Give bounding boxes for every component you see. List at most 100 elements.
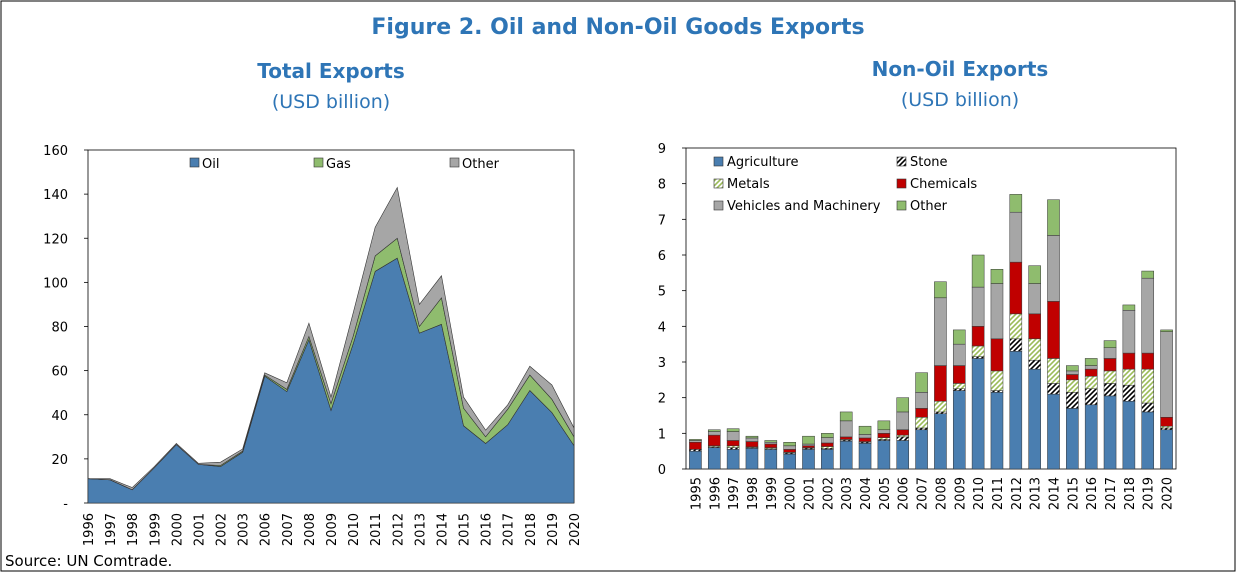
y-tick-label: 3: [658, 356, 666, 371]
x-tick-label: 2009: [953, 477, 968, 510]
legend-label: Gas: [326, 157, 351, 172]
bar-segment: [1009, 194, 1023, 213]
bar-segment: [1028, 368, 1041, 470]
x-tick-label: 2015: [458, 513, 473, 546]
x-tick-label: 2004: [859, 477, 874, 510]
x-tick-label: 2020: [568, 513, 583, 546]
bar-segment: [783, 445, 796, 450]
bar-segment: [858, 434, 872, 439]
x-tick-label: 1999: [765, 477, 780, 510]
legend-swatch: [896, 178, 907, 189]
x-tick-label: 1996: [82, 513, 97, 546]
x-tick-label: 2010: [972, 477, 987, 510]
bar-segment: [689, 450, 702, 470]
chart-subtitle: (USD billion): [901, 89, 1019, 111]
bar-segment: [858, 425, 872, 435]
bar-segment: [877, 437, 891, 440]
bar-segment: [1141, 352, 1155, 370]
bar-segment: [915, 429, 928, 470]
bar-segment: [1122, 368, 1136, 386]
bar-segment: [1009, 313, 1023, 340]
chart-subtitle: (USD billion): [272, 91, 390, 113]
legend-label: Chemicals: [910, 177, 977, 192]
bar-segment: [952, 343, 966, 366]
y-tick-label: 7: [658, 213, 666, 228]
bar-segment: [934, 281, 947, 299]
bar-segment: [1066, 379, 1079, 393]
bar-segment: [915, 372, 928, 393]
bar-segment: [764, 442, 778, 445]
bar-segment: [896, 440, 910, 470]
bar-segment: [1103, 347, 1117, 359]
x-tick-label: 2015: [1066, 477, 1081, 510]
x-tick-label: 2006: [259, 513, 274, 546]
area: [87, 186, 575, 491]
bar-segment: [971, 286, 985, 327]
bar-segment: [821, 449, 834, 470]
bar-segment: [1160, 427, 1173, 431]
bar-segment: [1160, 425, 1173, 429]
x-tick-label: 2001: [803, 477, 818, 510]
legend-swatch: [896, 156, 907, 167]
x-tick-label: 2011: [369, 513, 384, 546]
bar-segment: [858, 437, 872, 442]
bar-segment: [783, 449, 796, 453]
bar-segment: [877, 420, 891, 431]
bar-segment: [726, 428, 740, 432]
bar-segment: [896, 397, 910, 413]
x-tick-label: 1998: [126, 513, 141, 546]
bar-segment: [726, 449, 740, 470]
bar-segment: [1122, 400, 1136, 470]
bar-segment: [1084, 388, 1098, 406]
bar-segment: [952, 388, 966, 391]
x-tick-label: 2020: [1161, 477, 1176, 510]
x-tick-label: 1996: [708, 477, 723, 510]
legend-label: Oil: [202, 157, 219, 172]
bar-segment: [915, 408, 928, 418]
bar-segment: [1028, 359, 1041, 370]
bar-segment: [877, 440, 891, 470]
bar-segment: [783, 442, 796, 447]
bar-segment: [764, 440, 778, 443]
legend-label: Other: [910, 199, 948, 214]
bar-segment: [1084, 368, 1098, 377]
bar-segment: [802, 449, 815, 470]
legend-swatch: [449, 157, 460, 168]
y-tick-label: 140: [43, 188, 68, 203]
bar-segment: [1084, 358, 1098, 366]
bar-segment: [952, 390, 966, 470]
bar-segment: [858, 443, 872, 470]
x-tick-label: 2003: [237, 513, 252, 546]
bar-segment: [802, 435, 815, 445]
bar-segment: [1028, 283, 1041, 315]
x-tick-label: 2008: [934, 477, 949, 510]
legend-label: Agriculture: [727, 155, 799, 170]
y-tick-label: 20: [51, 453, 68, 468]
bar-segment: [971, 326, 985, 347]
bar-segment: [877, 433, 891, 438]
bar-segment: [1066, 374, 1079, 381]
bar-segment: [745, 441, 759, 448]
bar-segment: [839, 436, 853, 440]
bar-segment: [707, 447, 721, 470]
bar-segment: [707, 429, 721, 432]
x-tick-label: 2006: [897, 477, 912, 510]
bar-segment: [821, 437, 834, 444]
bar-segment: [726, 445, 740, 448]
bar-segment: [689, 440, 702, 443]
area: [87, 257, 575, 504]
legend-swatch: [713, 156, 724, 167]
x-tick-label: 2017: [1104, 477, 1119, 510]
bar-segment: [1028, 313, 1041, 340]
y-tick-label: 160: [43, 144, 68, 159]
legend-label: Stone: [910, 155, 948, 170]
source: Source: UN Comtrade.: [5, 552, 172, 570]
bar-segment: [1066, 365, 1079, 372]
bar-segment: [971, 254, 985, 288]
x-tick-label: 2002: [821, 477, 836, 510]
x-tick-label: 2018: [524, 513, 539, 546]
bar-segment: [1103, 358, 1117, 372]
y-tick-label: 0: [658, 463, 666, 478]
x-tick-label: 2011: [991, 477, 1006, 510]
bar-segment: [1084, 404, 1098, 470]
